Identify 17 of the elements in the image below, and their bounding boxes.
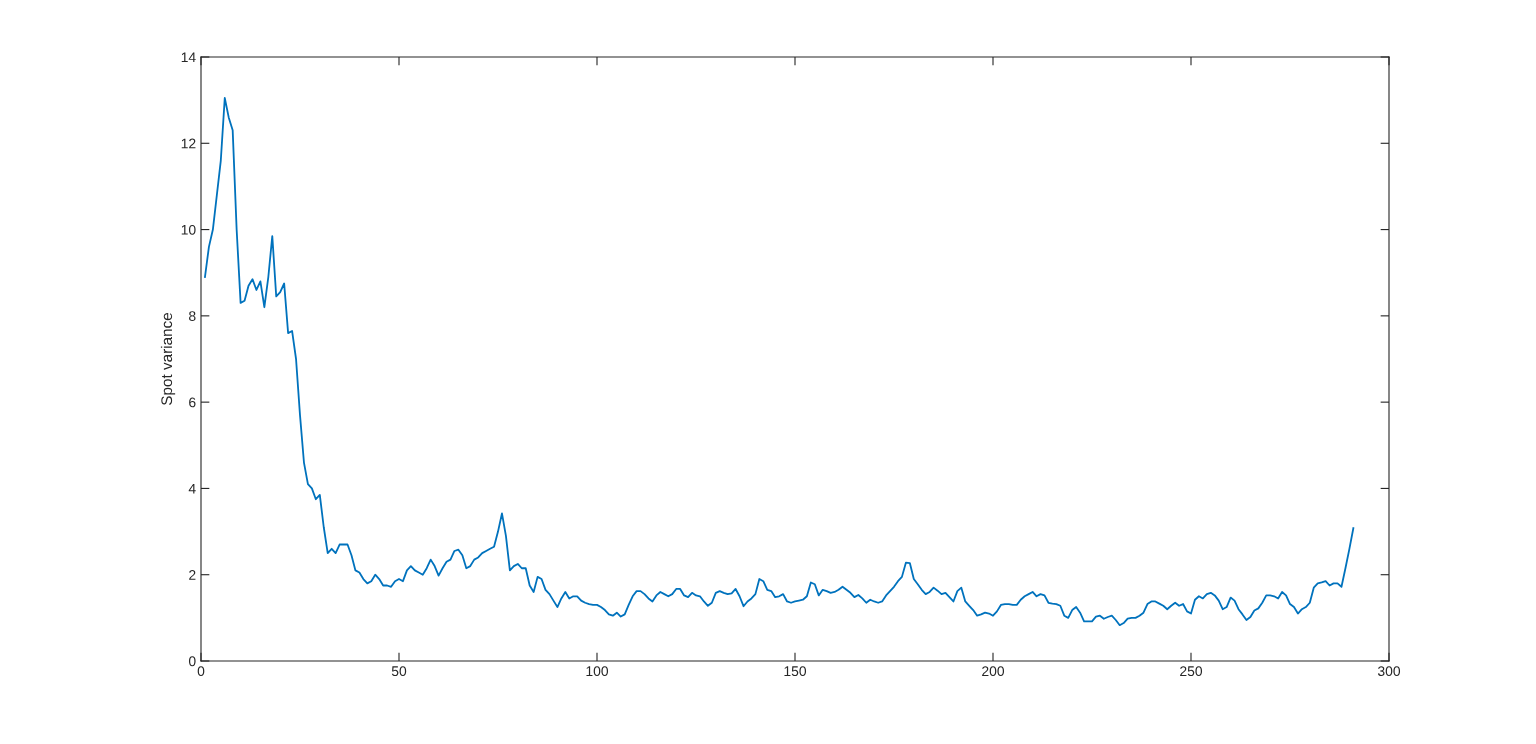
y-axis-title: Spot variance	[160, 312, 176, 406]
y-tick-label: 6	[189, 397, 196, 408]
x-tick-label: 0	[197, 666, 205, 677]
y-tick-label: 0	[188, 656, 196, 667]
y-tick-label: 10	[181, 224, 196, 235]
y-tick-label: 8	[189, 311, 196, 322]
x-tick-label: 50	[391, 666, 407, 677]
x-tick-label: 300	[1377, 666, 1401, 677]
y-tick-label: 2	[189, 570, 196, 580]
y-tick-label: 12	[181, 138, 196, 149]
line-series	[204, 97, 1355, 627]
y-tick-label: 14	[181, 52, 196, 63]
x-tick-label: 250	[1180, 666, 1203, 677]
x-tick-label: 200	[982, 666, 1005, 677]
x-tick-label: 150	[784, 666, 807, 677]
y-tick-label: 4	[188, 483, 196, 494]
x-tick-label: 100	[586, 666, 609, 677]
